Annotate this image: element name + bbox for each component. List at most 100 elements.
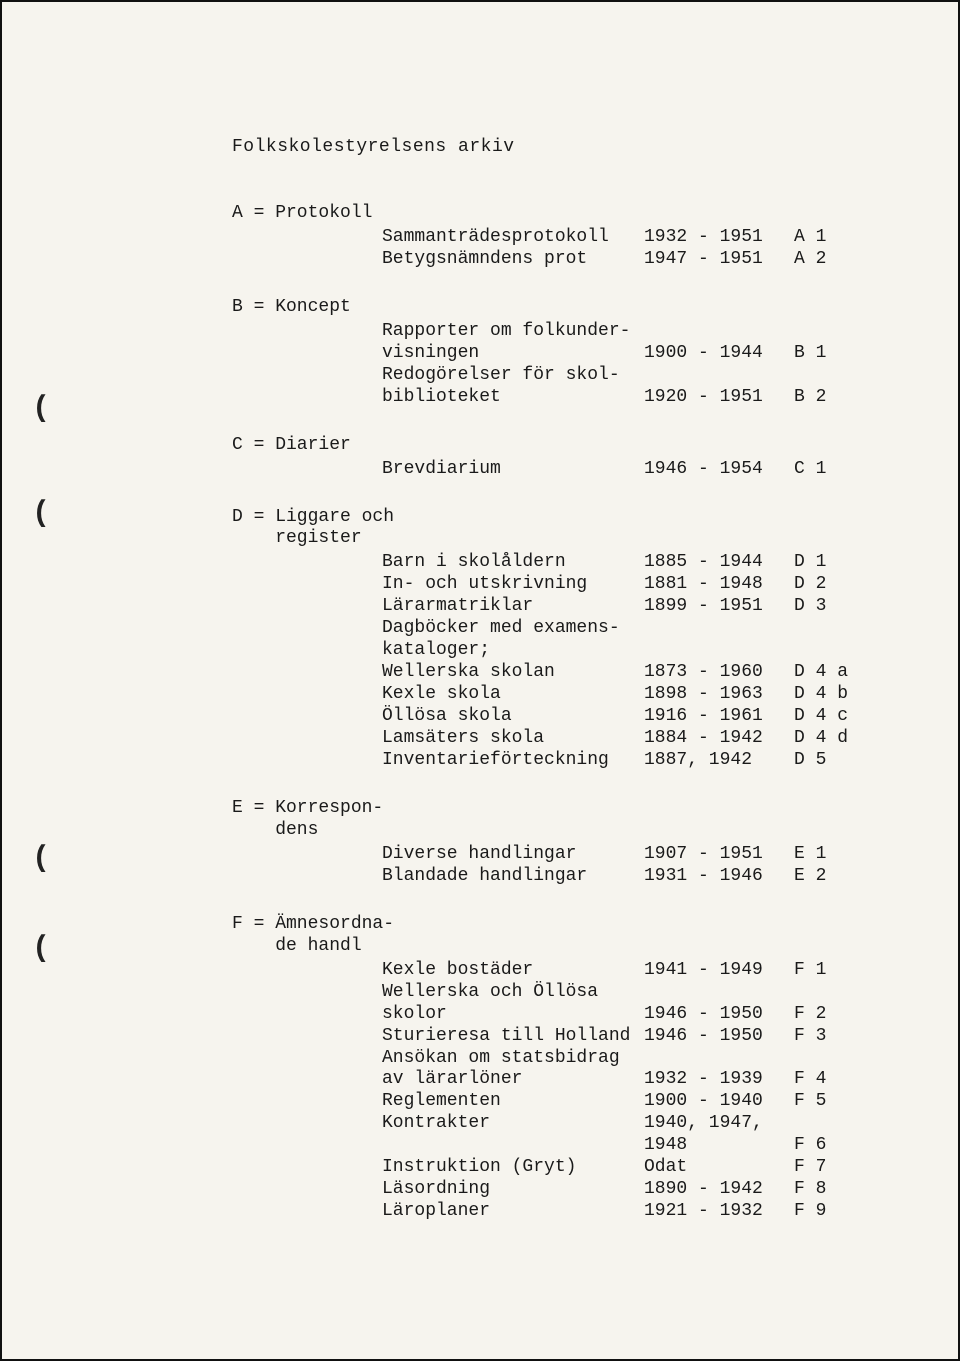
section-header-row: E = Korrespon- dens <box>232 798 932 842</box>
archive-section: A = ProtokollSammanträdesprotokoll1932 -… <box>232 203 932 271</box>
archive-entry-row: Inventarieförteckning1887, 1942D 5 <box>232 750 932 772</box>
entry-description: Läsordning <box>382 1179 644 1201</box>
row-spacer <box>232 728 382 750</box>
entry-years: 1884 - 1942 <box>644 728 794 750</box>
entry-reference-code: D 4 d <box>794 728 884 750</box>
row-spacer <box>232 1004 382 1026</box>
entry-years <box>644 982 794 1004</box>
row-spacer <box>232 249 382 271</box>
row-spacer <box>232 227 382 249</box>
entry-description: Läroplaner <box>382 1201 644 1223</box>
entry-description: Rapporter om folkunder- <box>382 321 644 343</box>
page: Folkskolestyrelsens arkiv A = ProtokollS… <box>0 0 960 1361</box>
section-header-row: A = Protokoll <box>232 203 932 225</box>
entry-years: 1900 - 1940 <box>644 1091 794 1113</box>
archive-entry-row: Ansökan om statsbidrag <box>232 1048 932 1070</box>
entry-years <box>644 618 794 640</box>
entry-description: Brevdiarium <box>382 459 644 481</box>
entry-description: Wellerska skolan <box>382 662 644 684</box>
margin-paren-mark: ( <box>32 932 50 966</box>
row-spacer <box>232 684 382 706</box>
archive-entry-row: Instruktion (Gryt)OdatF 7 <box>232 1157 932 1179</box>
entry-reference-code <box>794 321 884 343</box>
section-code-label: F = Ämnesordna- de handl <box>232 914 382 958</box>
entry-description: Kontrakter <box>382 1113 644 1135</box>
entry-description: Ansökan om statsbidrag <box>382 1048 644 1070</box>
entry-description: Öllösa skola <box>382 706 644 728</box>
entry-years: 1916 - 1961 <box>644 706 794 728</box>
entry-years: 1881 - 1948 <box>644 574 794 596</box>
entry-reference-code: F 7 <box>794 1157 884 1179</box>
entry-reference-code: F 9 <box>794 1201 884 1223</box>
entry-reference-code: F 1 <box>794 960 884 982</box>
archive-entry-row: Brevdiarium1946 - 1954C 1 <box>232 459 932 481</box>
archive-entry-row: In- och utskrivning1881 - 1948D 2 <box>232 574 932 596</box>
entry-years: 1900 - 1944 <box>644 343 794 365</box>
entry-years: 1907 - 1951 <box>644 844 794 866</box>
entry-description: biblioteket <box>382 387 644 409</box>
entry-description: visningen <box>382 343 644 365</box>
archive-entry-row: Rapporter om folkunder- <box>232 321 932 343</box>
entry-years: 1899 - 1951 <box>644 596 794 618</box>
entry-description: Sturieresa till Holland <box>382 1026 644 1048</box>
entry-reference-code <box>794 365 884 387</box>
archive-entry-row: Diverse handlingar1907 - 1951E 1 <box>232 844 932 866</box>
entry-reference-code <box>794 618 884 640</box>
margin-paren-mark: ( <box>32 497 50 531</box>
archive-entry-row: Kontrakter1940, 1947, <box>232 1113 932 1135</box>
entry-reference-code <box>794 1113 884 1135</box>
entry-description: Kexle bostäder <box>382 960 644 982</box>
archive-entry-row: Lärarmatriklar1899 - 1951D 3 <box>232 596 932 618</box>
entry-reference-code: F 2 <box>794 1004 884 1026</box>
entry-description: Dagböcker med examens- <box>382 618 644 640</box>
entry-reference-code: F 3 <box>794 1026 884 1048</box>
entry-reference-code: D 1 <box>794 552 884 574</box>
entry-years: 1920 - 1951 <box>644 387 794 409</box>
archive-entry-row: Blandade handlingar1931 - 1946E 2 <box>232 866 932 888</box>
section-code-label: B = Koncept <box>232 297 382 319</box>
row-spacer <box>232 1048 382 1070</box>
row-spacer <box>232 662 382 684</box>
entry-description: Instruktion (Gryt) <box>382 1157 644 1179</box>
entry-years: 1873 - 1960 <box>644 662 794 684</box>
archive-entry-row: av lärarlöner1932 - 1939F 4 <box>232 1069 932 1091</box>
margin-paren-mark: ( <box>32 392 50 426</box>
entry-description: Lamsäters skola <box>382 728 644 750</box>
entry-description: Redogörelser för skol- <box>382 365 644 387</box>
entry-reference-code: D 3 <box>794 596 884 618</box>
entry-description: Wellerska och Öllösa <box>382 982 644 1004</box>
entry-description: Lärarmatriklar <box>382 596 644 618</box>
archive-entry-row: kataloger; <box>232 640 932 662</box>
section-header-row: F = Ämnesordna- de handl <box>232 914 932 958</box>
entry-reference-code: F 6 <box>794 1135 884 1157</box>
row-spacer <box>232 387 382 409</box>
entry-reference-code: D 4 c <box>794 706 884 728</box>
document-title: Folkskolestyrelsens arkiv <box>232 137 932 157</box>
archive-entry-row: biblioteket1920 - 1951B 2 <box>232 387 932 409</box>
entry-years: 1885 - 1944 <box>644 552 794 574</box>
entry-description: kataloger; <box>382 640 644 662</box>
entry-years: 1931 - 1946 <box>644 866 794 888</box>
archive-entry-row: 1948F 6 <box>232 1135 932 1157</box>
entry-reference-code: D 4 b <box>794 684 884 706</box>
entry-reference-code: D 5 <box>794 750 884 772</box>
archive-entry-row: Kexle skola1898 - 1963D 4 b <box>232 684 932 706</box>
archive-entry-row: Sturieresa till Holland1946 - 1950F 3 <box>232 1026 932 1048</box>
entry-years <box>644 1048 794 1070</box>
archive-entry-row: Lamsäters skola1884 - 1942D 4 d <box>232 728 932 750</box>
entry-reference-code <box>794 1048 884 1070</box>
section-header-row: C = Diarier <box>232 435 932 457</box>
entry-reference-code: B 2 <box>794 387 884 409</box>
entry-years <box>644 640 794 662</box>
archive-entry-row: Reglementen1900 - 1940F 5 <box>232 1091 932 1113</box>
entry-description: Betygsnämndens prot <box>382 249 644 271</box>
archive-entry-row: Redogörelser för skol- <box>232 365 932 387</box>
row-spacer <box>232 1069 382 1091</box>
entry-description: In- och utskrivning <box>382 574 644 596</box>
row-spacer <box>232 1201 382 1223</box>
entry-years: 1948 <box>644 1135 794 1157</box>
entry-reference-code: A 1 <box>794 227 884 249</box>
row-spacer <box>232 1179 382 1201</box>
entry-reference-code: F 5 <box>794 1091 884 1113</box>
row-spacer <box>232 982 382 1004</box>
